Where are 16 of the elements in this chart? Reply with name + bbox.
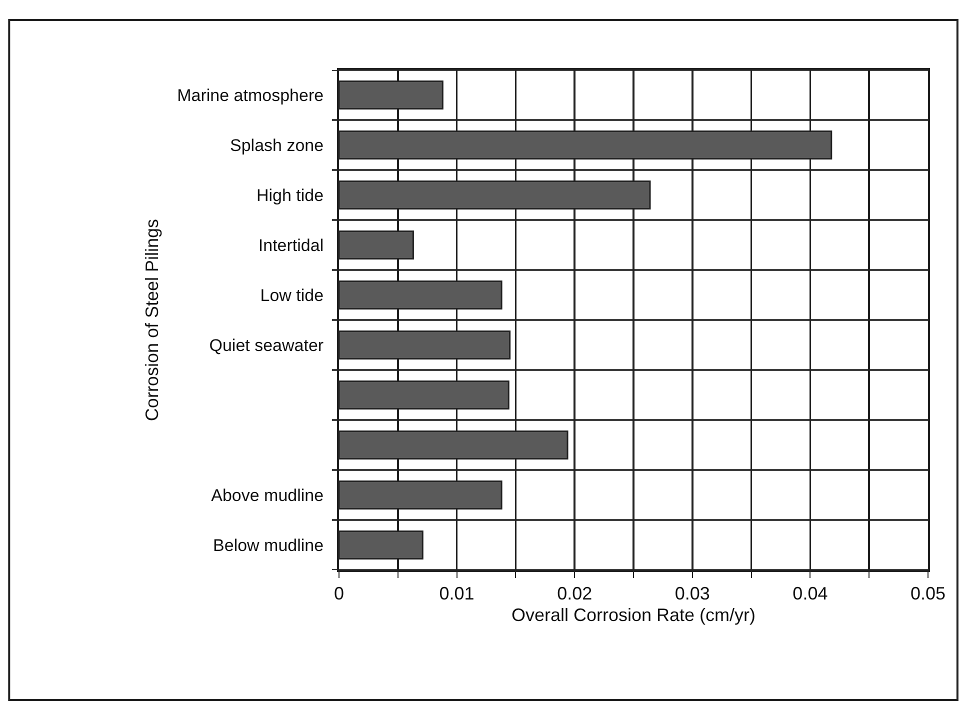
y-tick-label: Low tide <box>260 286 324 305</box>
y-tick-label: Intertidal <box>258 236 324 255</box>
x-tick-label: 0.01 <box>439 584 474 604</box>
y-tick-label: Marine atmosphere <box>177 86 324 105</box>
x-tick-label: 0.03 <box>674 584 710 604</box>
y-tick-label: Splash zone <box>230 136 324 155</box>
x-tick-label: 0.05 <box>910 584 946 604</box>
y-tick-label: Quiet seawater <box>209 336 324 355</box>
x-axis-title: Overall Corrosion Rate (cm/yr) <box>511 605 756 626</box>
x-tick-label: 0.04 <box>792 584 828 604</box>
x-tick-label: 0 <box>334 584 344 604</box>
x-tick-label: 0.02 <box>557 584 592 604</box>
y-tick-label: Below mudline <box>213 536 324 555</box>
y-tick-label: High tide <box>256 186 324 205</box>
y-tick-label: Above mudline <box>211 486 324 505</box>
y-axis-title: Corrosion of Steel Pilings <box>142 218 162 422</box>
